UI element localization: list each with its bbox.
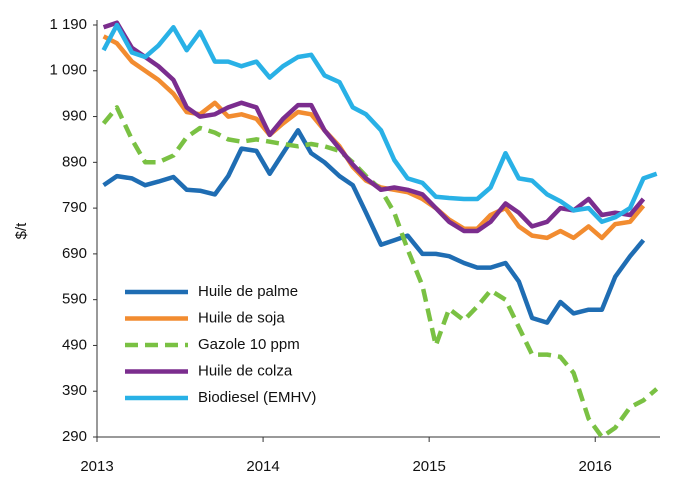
series-line (102, 128, 646, 325)
series-line (101, 22, 658, 225)
y-tick-label: 990 (62, 108, 87, 125)
legend-label: Huile de palme (198, 283, 298, 300)
series-line (102, 20, 646, 234)
x-tick-label: 2013 (80, 458, 113, 475)
legend-label: Huile de soja (198, 309, 285, 326)
y-tick-label: 690 (62, 245, 87, 262)
x-tick-label: 2015 (412, 458, 445, 475)
y-tick-label: 390 (62, 382, 87, 399)
y-tick-label: 290 (62, 428, 87, 445)
y-tick-label: 1 190 (49, 16, 87, 33)
y-tick-label: 890 (62, 153, 87, 170)
legend-label: Huile de colza (198, 362, 293, 379)
x-tick-label: 2014 (246, 458, 279, 475)
y-tick-label: 1 090 (49, 62, 87, 79)
series-line (101, 105, 659, 440)
y-tick-label: 790 (62, 199, 87, 216)
y-tick-label: 590 (62, 291, 87, 308)
y-tick-label: 490 (62, 336, 87, 353)
x-tick-label: 2016 (579, 458, 612, 475)
legend-label: Gazole 10 ppm (198, 336, 300, 353)
y-axis-label: $/t (13, 222, 30, 240)
legend-label: Biodiesel (EMHV) (198, 389, 316, 406)
